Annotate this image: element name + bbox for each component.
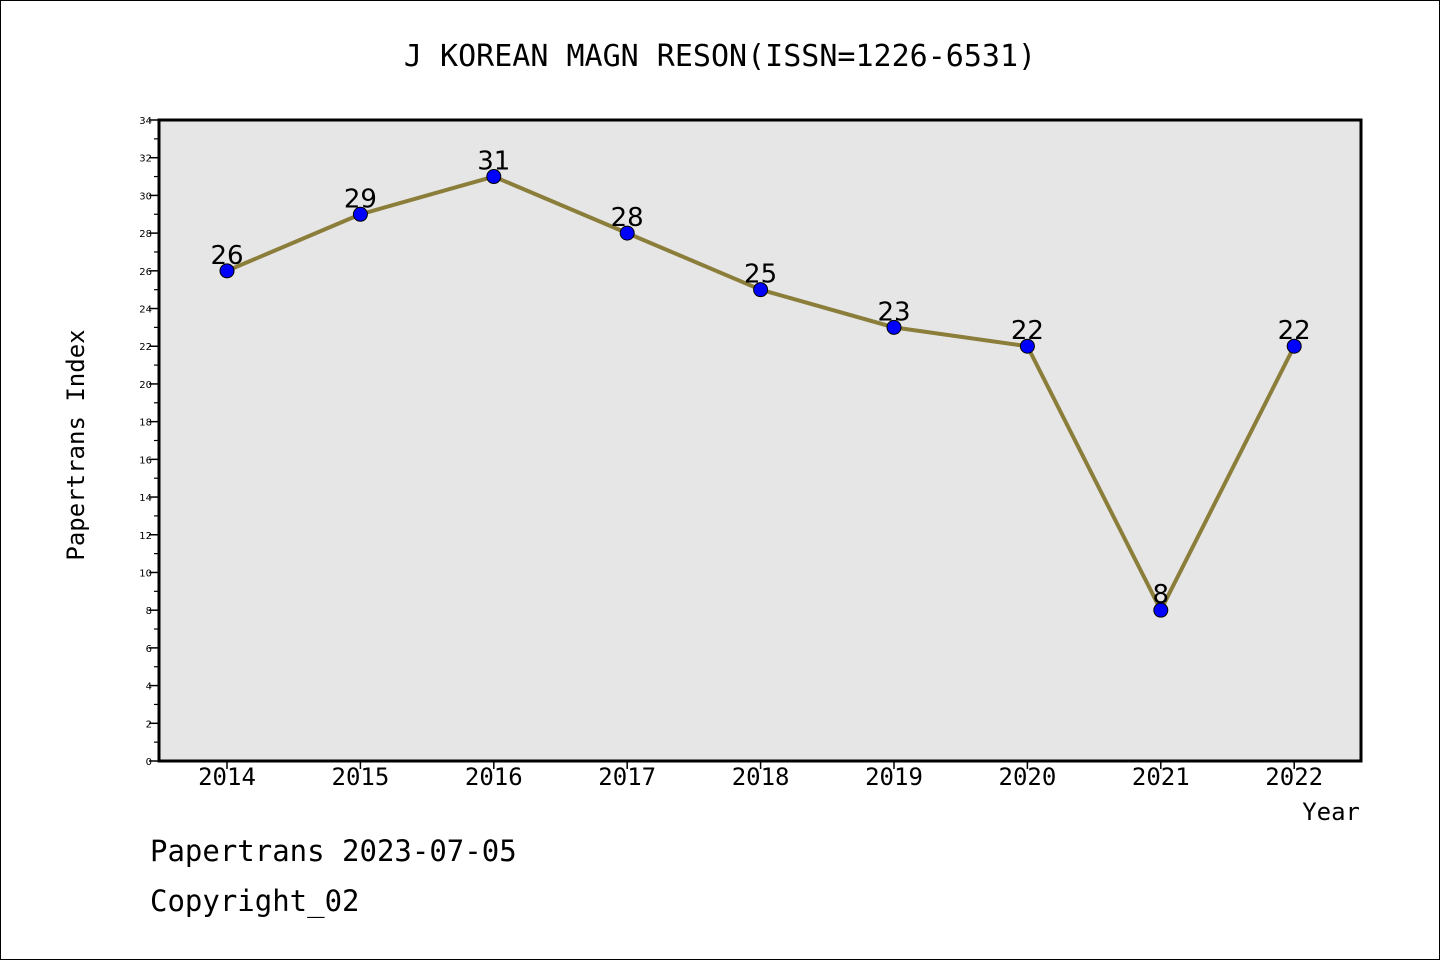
y-tick-label: 2 bbox=[146, 719, 152, 730]
y-tick-label: 34 bbox=[139, 116, 152, 127]
y-tick-label: 12 bbox=[139, 531, 152, 542]
footer-copyright: Copyright_02 bbox=[150, 884, 360, 918]
data-point bbox=[886, 319, 902, 335]
y-axis-label: Papertrans Index bbox=[62, 329, 90, 560]
x-tick-label: 2016 bbox=[465, 763, 523, 791]
y-tick-label: 26 bbox=[139, 267, 152, 278]
y-tick-label: 16 bbox=[139, 455, 152, 466]
y-tick-label: 18 bbox=[139, 418, 152, 429]
y-tick-label: 0 bbox=[146, 757, 152, 768]
y-tick-label: 30 bbox=[139, 191, 152, 202]
data-label: 22 bbox=[1278, 316, 1311, 346]
x-axis-label: Year bbox=[1302, 798, 1360, 826]
x-tick-label: 2015 bbox=[332, 763, 390, 791]
data-point bbox=[619, 225, 635, 241]
data-label: 23 bbox=[877, 297, 910, 327]
x-axis: 2014 2015 2016 2017 2018 2019 2020 2021 2022 bbox=[198, 761, 1323, 791]
chart-title: J KOREAN MAGN RESON(ISSN=1226-6531) bbox=[404, 39, 1036, 74]
data-point bbox=[1286, 338, 1302, 354]
y-tick-label: 4 bbox=[146, 682, 152, 693]
data-label: 8 bbox=[1153, 580, 1170, 610]
y-tick-label: 24 bbox=[139, 305, 152, 316]
data-point bbox=[219, 263, 235, 279]
x-tick-label: 2018 bbox=[732, 763, 790, 791]
data-point bbox=[1153, 602, 1169, 618]
y-tick-label: 32 bbox=[139, 154, 152, 165]
data-point bbox=[486, 169, 502, 185]
y-tick-label: 28 bbox=[139, 229, 152, 240]
y-tick-label: 20 bbox=[139, 380, 152, 391]
y-tick-label: 22 bbox=[139, 342, 152, 353]
data-point bbox=[1019, 338, 1035, 354]
x-tick-label: 2022 bbox=[1265, 763, 1323, 791]
data-label: 28 bbox=[611, 203, 644, 233]
x-tick-label: 2014 bbox=[198, 763, 256, 791]
data-label: 25 bbox=[744, 260, 777, 290]
x-tick-label: 2017 bbox=[598, 763, 656, 791]
y-tick-label: 10 bbox=[139, 568, 152, 579]
data-label: 31 bbox=[477, 147, 510, 177]
plot-area bbox=[157, 118, 1363, 763]
series-layer: 26 29 31 28 25 23 22 8 22 bbox=[210, 147, 1311, 618]
data-point bbox=[753, 282, 769, 298]
y-tick-label: 6 bbox=[146, 644, 152, 655]
x-tick-label: 2019 bbox=[865, 763, 923, 791]
data-label: 29 bbox=[344, 184, 377, 214]
data-label: 26 bbox=[210, 241, 243, 271]
y-tick-label: 8 bbox=[146, 606, 152, 617]
data-label: 22 bbox=[1011, 316, 1044, 346]
y-tick-label: 14 bbox=[139, 493, 152, 504]
data-point bbox=[352, 206, 368, 222]
footer-date: Papertrans 2023-07-05 bbox=[150, 834, 517, 868]
x-tick-label: 2021 bbox=[1132, 763, 1190, 791]
x-tick-label: 2020 bbox=[999, 763, 1057, 791]
